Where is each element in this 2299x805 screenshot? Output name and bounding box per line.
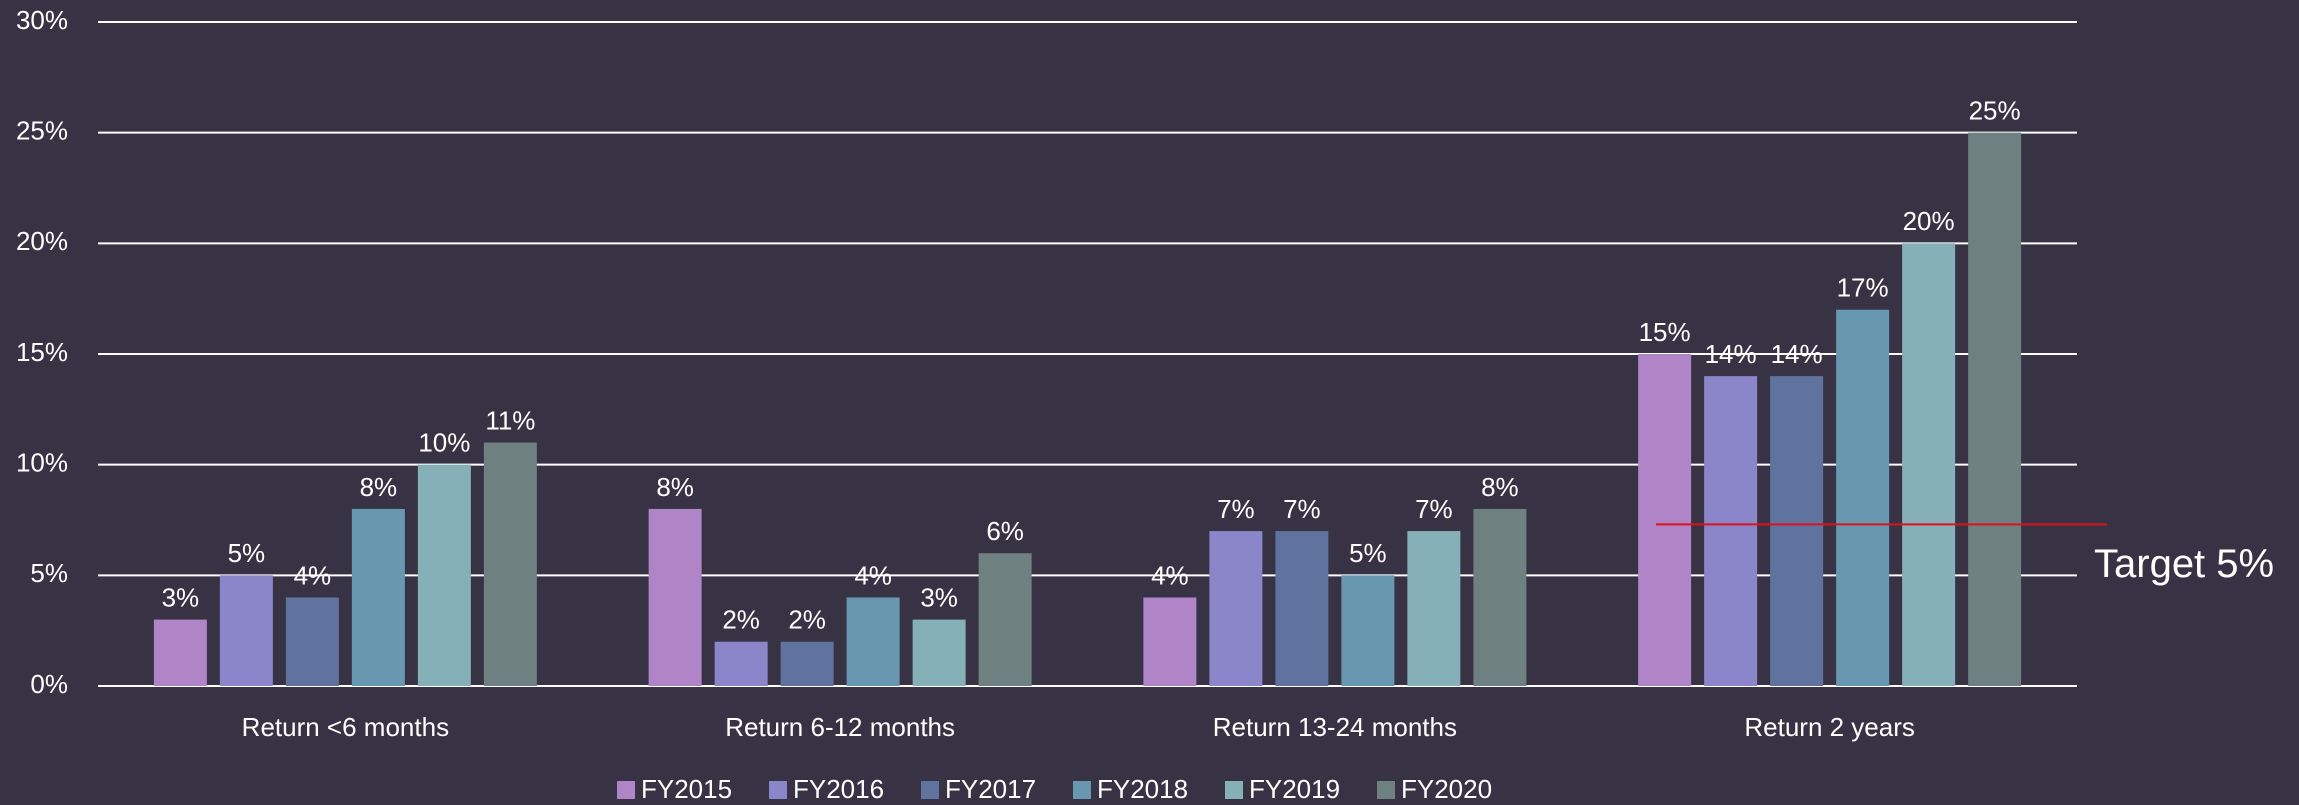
data-label: 14% (1771, 339, 1823, 369)
y-tick-label: 5% (30, 558, 68, 588)
y-tick-label: 0% (30, 669, 68, 699)
bar (846, 597, 900, 686)
data-label: 3% (920, 582, 958, 612)
legend-swatch (617, 781, 635, 799)
bar (1209, 531, 1263, 686)
x-tick-label: Return 2 years (1744, 712, 1915, 742)
legend-swatch (1377, 781, 1395, 799)
legend-label: FY2019 (1249, 774, 1340, 804)
data-label: 5% (228, 538, 266, 568)
x-tick-label: Return <6 months (242, 712, 449, 742)
data-label: 4% (1151, 560, 1189, 590)
bar (219, 575, 273, 686)
bar (1341, 575, 1395, 686)
bar (780, 641, 834, 686)
data-label: 7% (1415, 494, 1453, 524)
bar (1143, 597, 1197, 686)
bar (1638, 354, 1692, 686)
data-label: 14% (1705, 339, 1757, 369)
data-label: 20% (1903, 206, 1955, 236)
legend-swatch (1073, 781, 1091, 799)
data-label: 11% (485, 405, 535, 435)
legend-label: FY2020 (1401, 774, 1492, 804)
y-tick-label: 25% (16, 116, 68, 146)
legend-swatch (921, 781, 939, 799)
bar (912, 619, 966, 686)
bar (1968, 132, 2022, 686)
bar (417, 464, 471, 686)
y-tick-label: 15% (16, 337, 68, 367)
data-label: 8% (1481, 472, 1519, 502)
data-label: 8% (360, 472, 398, 502)
y-tick-label: 10% (16, 448, 68, 478)
legend-label: FY2018 (1097, 774, 1188, 804)
data-label: 25% (1969, 96, 2021, 126)
bar (285, 597, 339, 686)
data-label: 6% (986, 516, 1024, 546)
data-label: 15% (1639, 317, 1691, 347)
data-label: 2% (722, 605, 760, 635)
x-tick-label: Return 6-12 months (725, 712, 955, 742)
data-label: 5% (1349, 538, 1387, 568)
bar (483, 442, 537, 686)
bar (1770, 376, 1824, 686)
legend-label: FY2016 (793, 774, 884, 804)
bar (1275, 531, 1329, 686)
data-label: 3% (162, 582, 200, 612)
target-label: Target 5% (2094, 542, 2274, 586)
data-label: 10% (418, 428, 470, 458)
legend-label: FY2017 (945, 774, 1036, 804)
legend-swatch (769, 781, 787, 799)
bar (1407, 531, 1461, 686)
bar (714, 641, 768, 686)
bar (1836, 309, 1890, 686)
data-label: 4% (294, 560, 332, 590)
legend-swatch (1225, 781, 1243, 799)
bar (153, 619, 207, 686)
y-tick-label: 20% (16, 226, 68, 256)
bar (351, 508, 405, 686)
data-label: 2% (788, 605, 826, 635)
data-label: 4% (854, 560, 892, 590)
data-label: 7% (1283, 494, 1321, 524)
data-label: 17% (1837, 273, 1889, 303)
data-label: 7% (1217, 494, 1255, 524)
data-label: 8% (656, 472, 694, 502)
bar (978, 553, 1032, 686)
legend-label: FY2015 (641, 774, 732, 804)
y-tick-label: 30% (16, 5, 68, 35)
bar (1704, 376, 1758, 686)
bar (648, 508, 702, 686)
x-tick-label: Return 13-24 months (1213, 712, 1457, 742)
bar (1902, 243, 1956, 687)
bar (1473, 508, 1527, 686)
